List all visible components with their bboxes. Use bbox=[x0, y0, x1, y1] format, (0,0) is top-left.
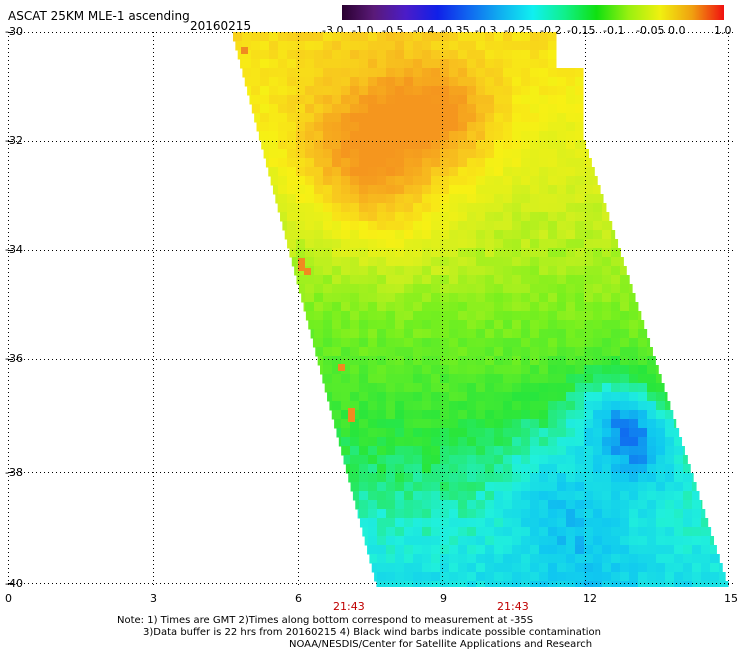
lon-label: 0 bbox=[5, 592, 12, 605]
swath-map bbox=[8, 32, 734, 587]
colorbar-tick: 0.0 bbox=[668, 24, 686, 37]
contamination-pixel bbox=[298, 264, 305, 271]
contamination-pixel bbox=[241, 47, 248, 54]
lon-label: 12 bbox=[583, 592, 597, 605]
contamination-pixel bbox=[348, 415, 355, 422]
lat-label: -38 bbox=[5, 466, 23, 479]
lon-label: 9 bbox=[440, 592, 447, 605]
note-line-2: 3)Data buffer is 22 hrs from 20160215 4)… bbox=[143, 627, 601, 638]
product-title: ASCAT 25KM MLE-1 ascending bbox=[8, 9, 190, 23]
colorbar-tick: -0.05 bbox=[636, 24, 665, 37]
time-label: 21:43 bbox=[497, 600, 529, 613]
lat-label: -32 bbox=[5, 134, 23, 147]
swath-cells bbox=[233, 32, 729, 587]
contamination-pixel bbox=[348, 408, 355, 415]
lat-label: -36 bbox=[5, 352, 23, 365]
lon-label: 6 bbox=[295, 592, 302, 605]
colorbar-tick: -0.1 bbox=[603, 24, 625, 37]
colorbar-gradient bbox=[342, 5, 724, 20]
lat-label: -40 bbox=[5, 577, 23, 590]
contamination-pixel bbox=[304, 268, 311, 275]
lon-label: 15 bbox=[724, 592, 738, 605]
lon-label: 3 bbox=[150, 592, 157, 605]
contamination-pixel bbox=[338, 364, 345, 371]
colorbar bbox=[342, 5, 724, 20]
colorbar-tick: -0.15 bbox=[567, 24, 596, 37]
lat-label: -30 bbox=[5, 25, 23, 38]
product-date: 20160215 bbox=[190, 19, 252, 33]
footnotes: Note: 1) Times are GMT 2)Times along bot… bbox=[117, 615, 601, 651]
note-line-1: Note: 1) Times are GMT 2)Times along bot… bbox=[117, 615, 534, 626]
colorbar-tick: 1.0 bbox=[714, 24, 732, 37]
note-line-3: NOAA/NESDIS/Center for Satellite Applica… bbox=[289, 639, 593, 650]
lat-label: -34 bbox=[5, 243, 23, 256]
time-label: 21:43 bbox=[333, 600, 365, 613]
graticule bbox=[8, 32, 734, 587]
contamination-pixel bbox=[298, 258, 305, 265]
